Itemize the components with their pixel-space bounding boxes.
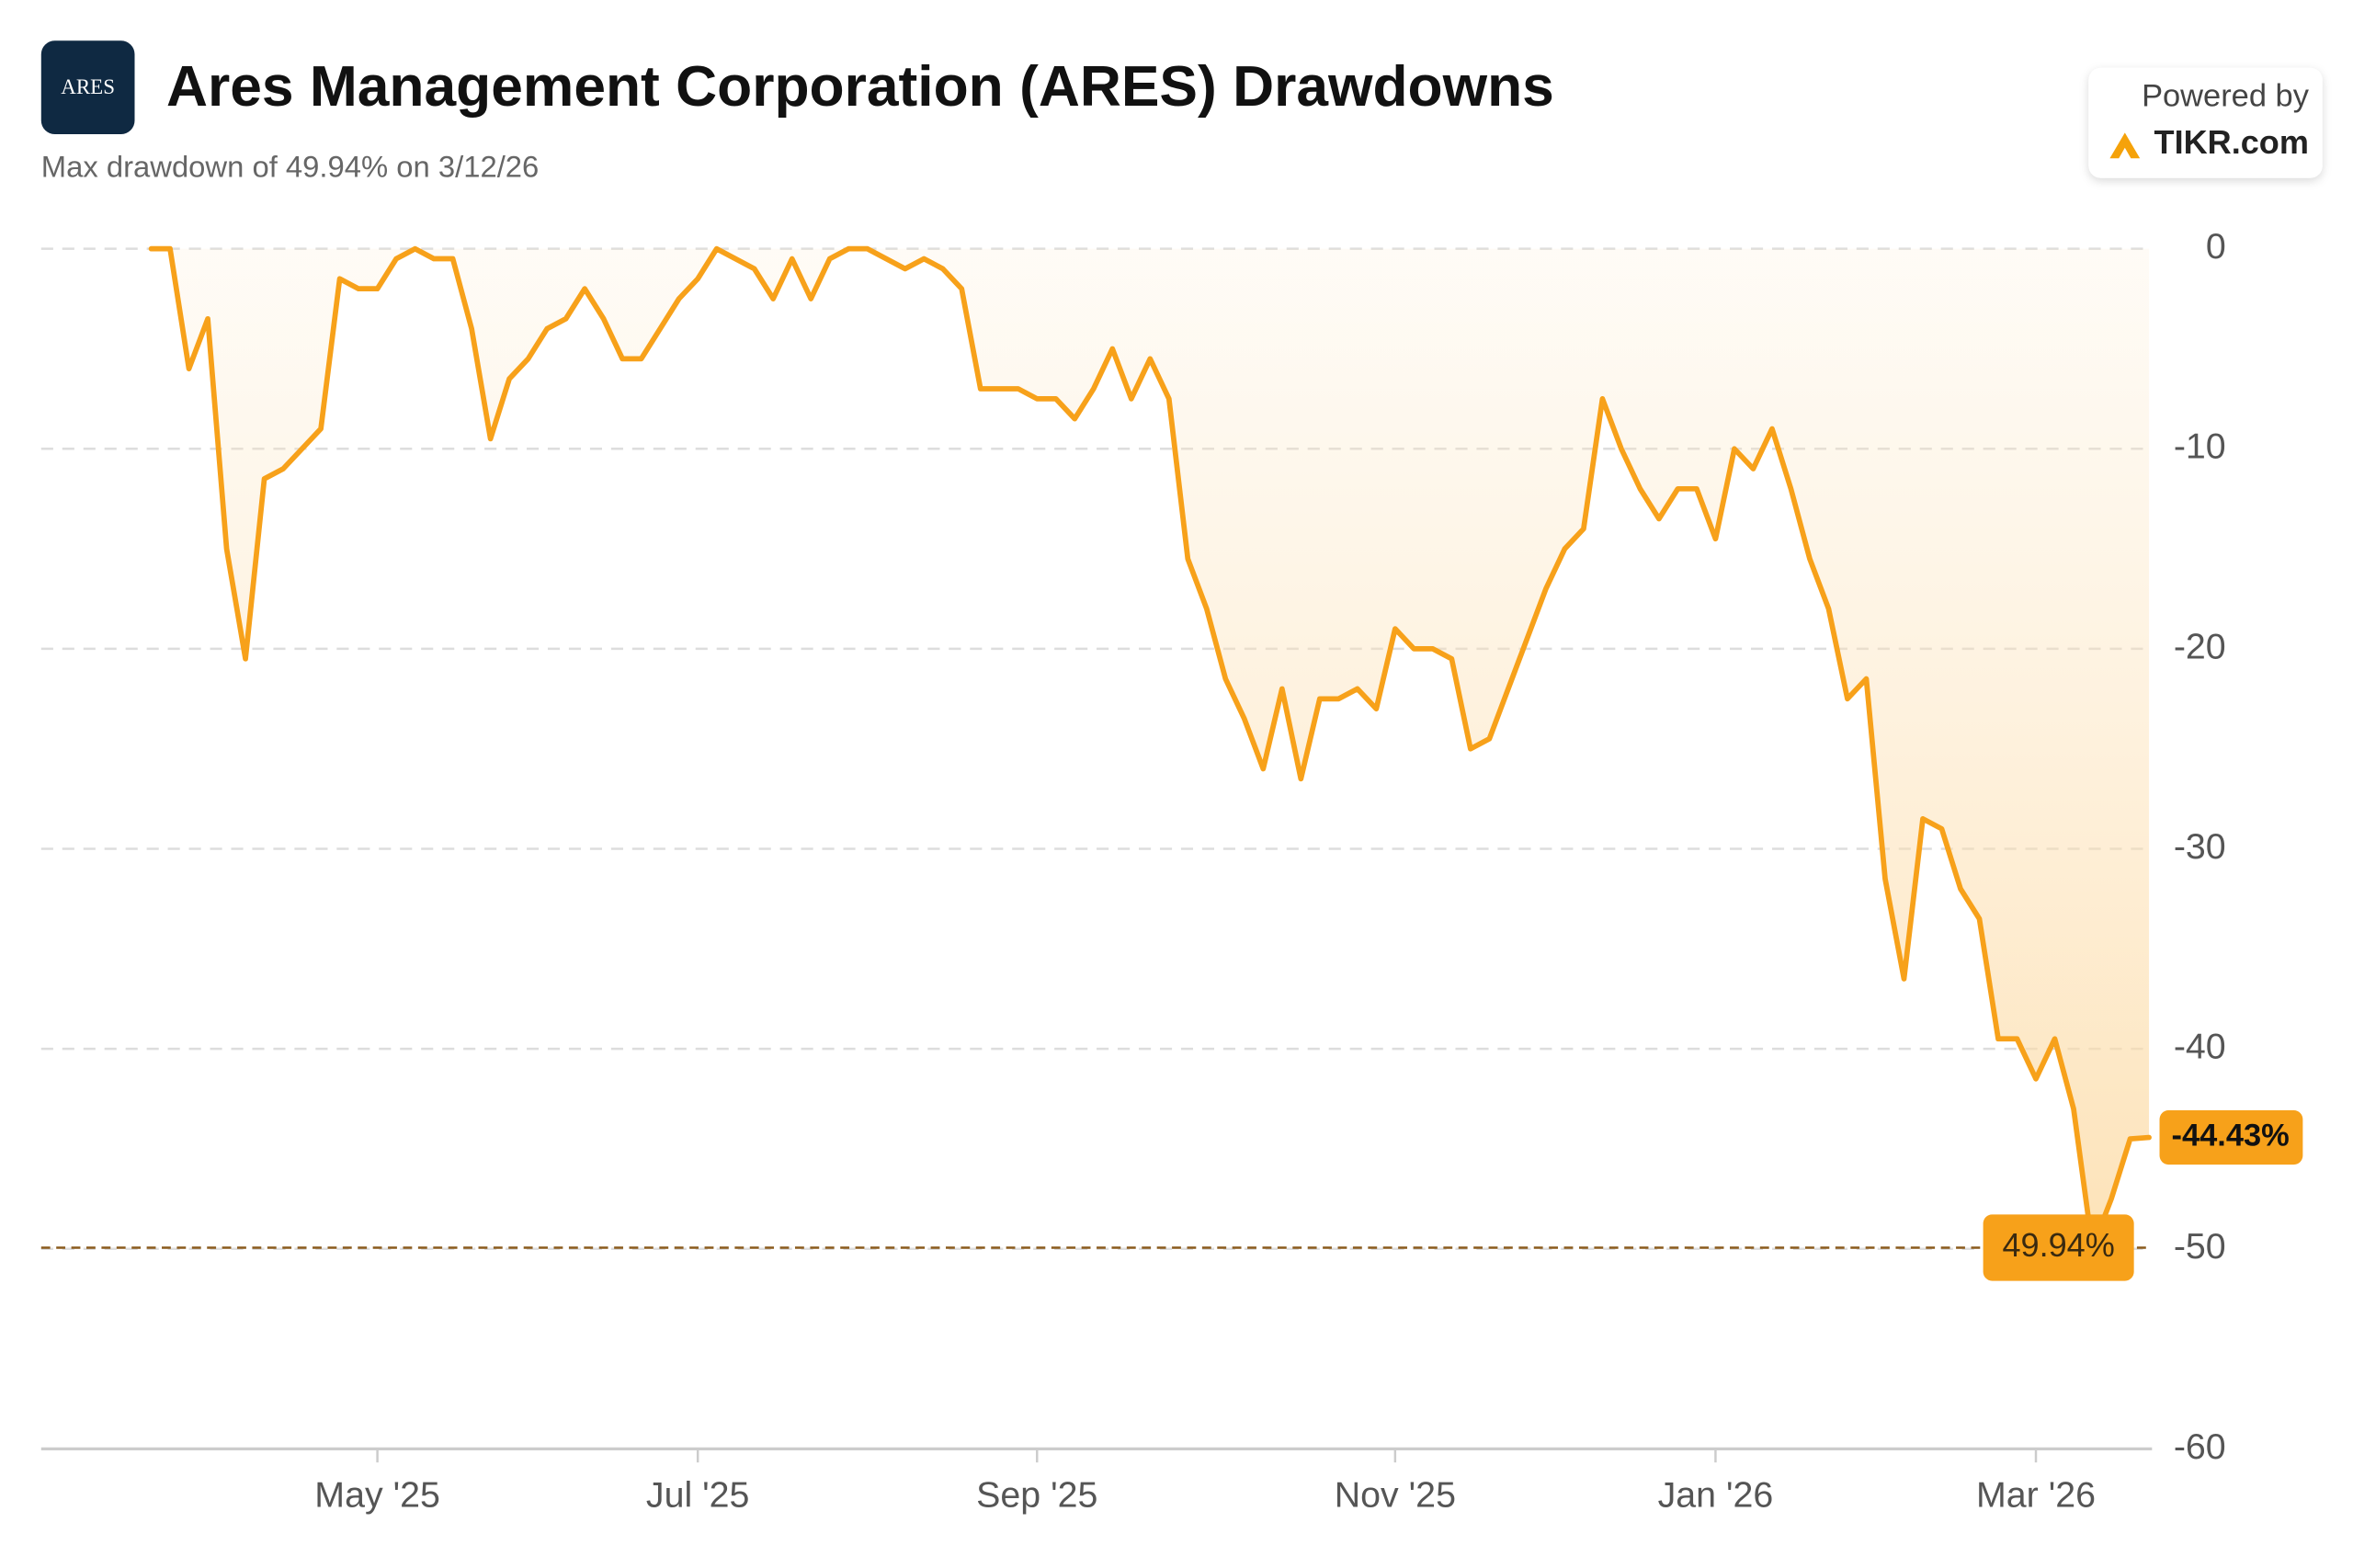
x-tick-label: Jul '25 [646, 1474, 750, 1515]
y-tick-label: -40 [2174, 1027, 2226, 1067]
y-tick-label: -10 [2174, 426, 2226, 467]
x-tick-label: Nov '25 [1335, 1474, 1456, 1515]
logo-text: ARES [61, 75, 115, 98]
tikr-icon [2109, 132, 2141, 159]
chart-title: Ares Management Corporation (ARES) Drawd… [166, 55, 1554, 119]
last-value-badge [2159, 1110, 2303, 1165]
powered-by: Powered by [2142, 79, 2310, 114]
y-tick-label: -50 [2174, 1226, 2226, 1267]
y-tick-label: -20 [2174, 626, 2226, 666]
max-drawdown-label: 49.94% [2002, 1226, 2114, 1264]
x-tick-label: Jan '26 [1658, 1474, 1774, 1515]
x-tick-label: May '25 [314, 1474, 440, 1515]
plot-area: 0 -10 -20 -30 -40 -50 -60 May '25 Jul '25 Sep '25… [40, 226, 2303, 1515]
branding-box [2088, 67, 2323, 178]
y-tick-label: 0 [2206, 226, 2226, 267]
logo-box [40, 40, 135, 134]
tikr-site: TIKR.com [2154, 123, 2309, 161]
y-tick-label: -60 [2174, 1426, 2226, 1467]
chart-subtitle: Max drawdown of 49.94% on 3/12/26 [41, 149, 540, 183]
line [148, 245, 2152, 1251]
last-value-label: -44.43% [2171, 1119, 2289, 1153]
y-tick-label: -30 [2174, 826, 2226, 867]
max-drawdown-badge [1983, 1214, 2134, 1281]
x-tick-label: Sep '25 [976, 1474, 1097, 1515]
area [151, 248, 2150, 1248]
x-tick-label: Mar '26 [1976, 1474, 2096, 1515]
